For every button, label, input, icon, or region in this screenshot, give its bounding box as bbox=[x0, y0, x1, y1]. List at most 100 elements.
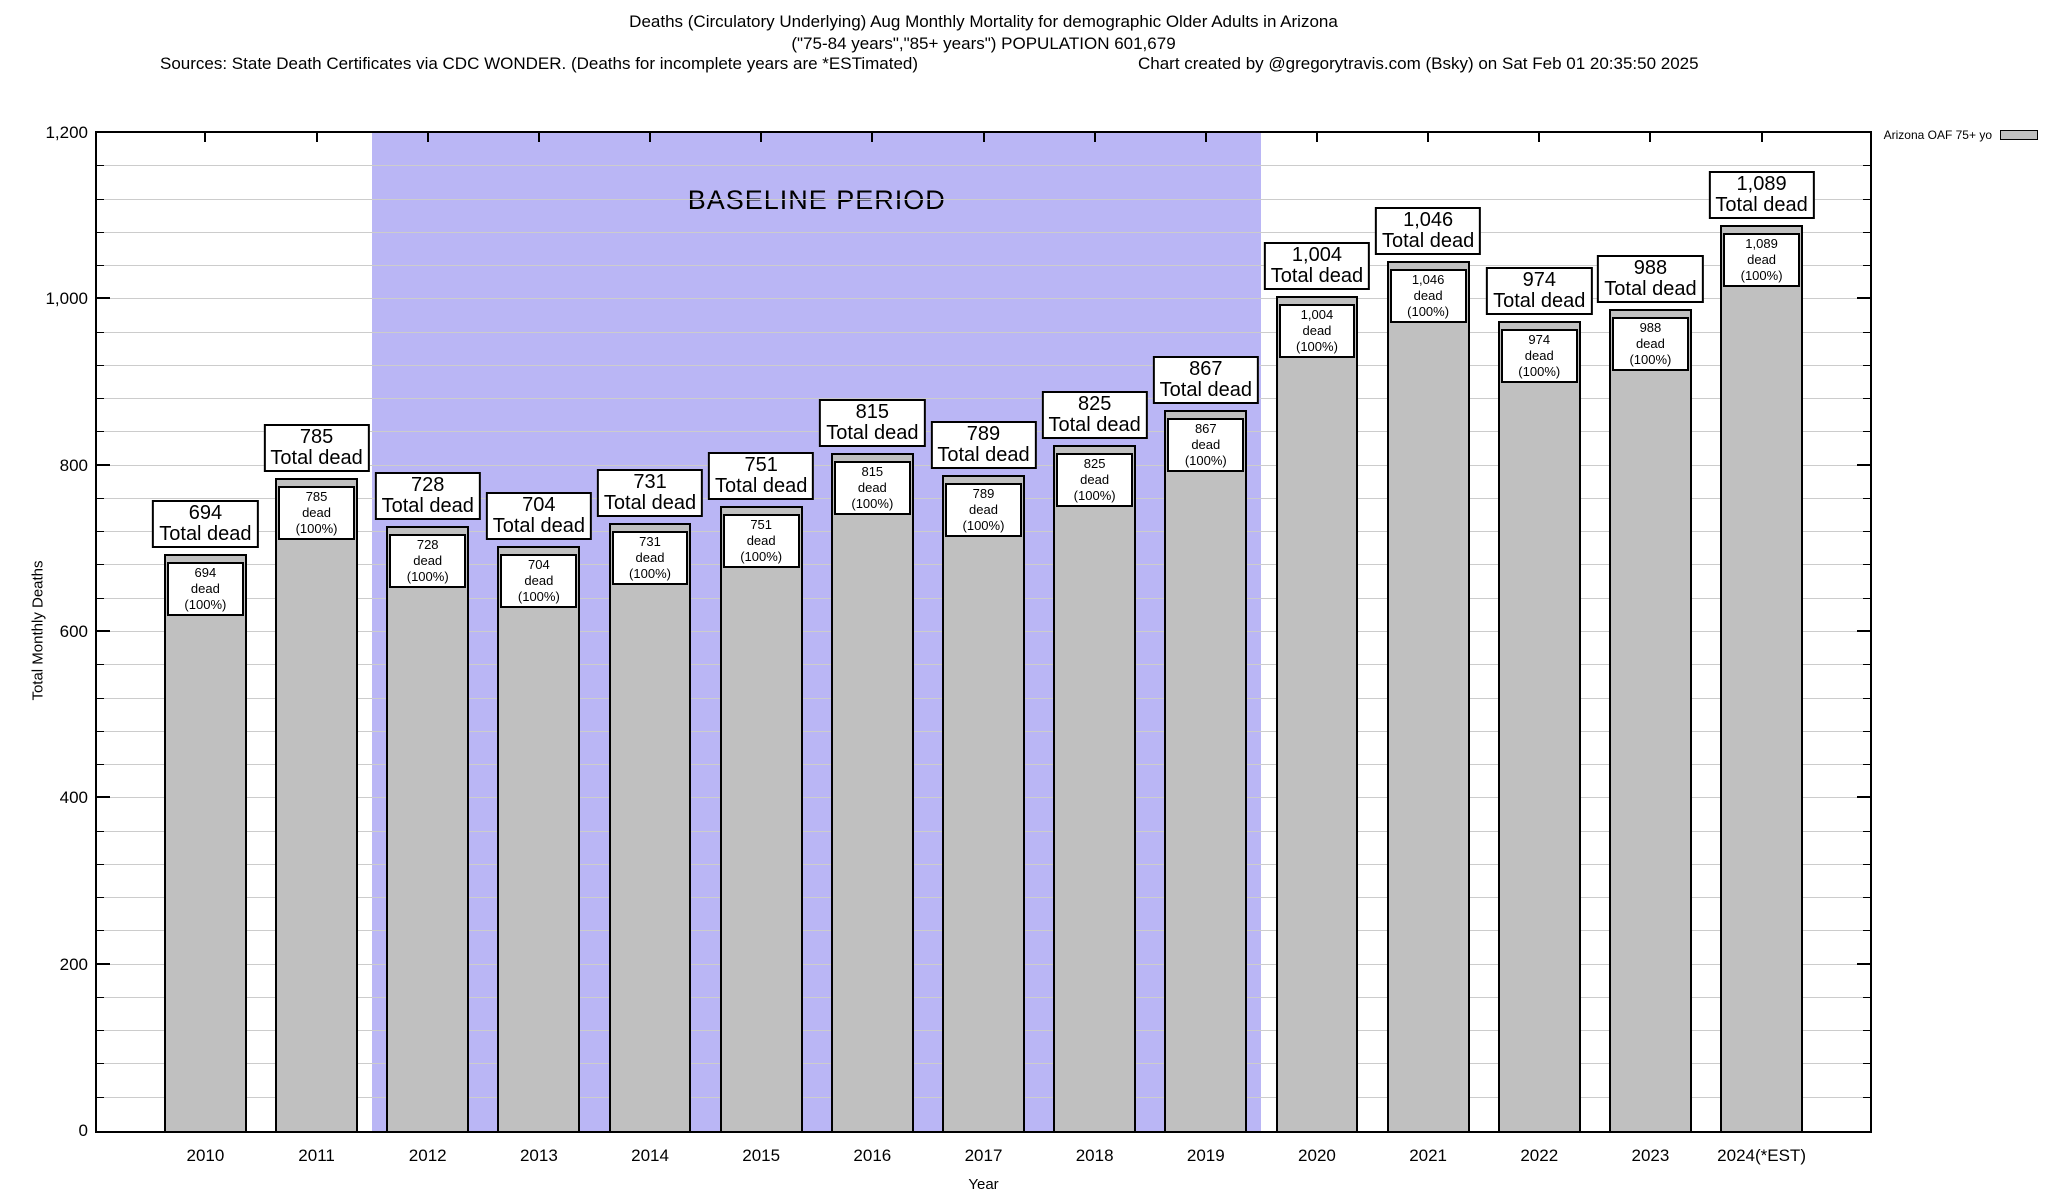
bar-2021: 1,046 dead (100%) bbox=[1386, 261, 1470, 1131]
y-major-tick bbox=[97, 463, 110, 466]
bar-inner-label: 704 dead (100%) bbox=[500, 553, 578, 608]
y-minor-tick bbox=[1863, 331, 1870, 333]
x-top-tick bbox=[760, 133, 763, 142]
y-minor-tick bbox=[1863, 497, 1870, 499]
y-tick-label: 600 bbox=[59, 622, 88, 641]
bar-inner-label: 1,089 dead (100%) bbox=[1723, 233, 1801, 288]
y-minor-tick bbox=[97, 863, 104, 865]
bar-inner-label: 1,046 dead (100%) bbox=[1389, 269, 1467, 324]
y-major-tick bbox=[1857, 463, 1870, 466]
bar-total-label: 815 Total dead bbox=[819, 399, 926, 448]
bar-total-label: 785 Total dead bbox=[263, 424, 370, 473]
y-minor-tick bbox=[97, 1030, 104, 1032]
x-top-tick bbox=[1093, 133, 1096, 142]
bar-inner-label: 815 dead (100%) bbox=[833, 461, 911, 516]
y-minor-tick bbox=[1863, 730, 1870, 732]
bar-inner-label: 728 dead (100%) bbox=[389, 533, 467, 588]
gridline bbox=[97, 331, 1870, 333]
y-minor-tick bbox=[97, 897, 104, 899]
bar-total-label: 731 Total dead bbox=[596, 469, 704, 518]
legend-swatch-icon bbox=[2000, 130, 2038, 140]
y-tick-label: 800 bbox=[59, 455, 88, 475]
bar-inner-label: 789 dead (100%) bbox=[945, 482, 1022, 537]
y-minor-tick bbox=[97, 331, 104, 333]
y-major-tick bbox=[1857, 962, 1870, 965]
sources-note: Sources: State Death Certificates via CD… bbox=[160, 54, 919, 73]
y-minor-tick bbox=[97, 364, 104, 366]
y-minor-tick bbox=[97, 1096, 104, 1098]
y-minor-tick bbox=[1863, 764, 1870, 766]
gridline bbox=[97, 198, 1870, 200]
bar-2022: 974 dead (100%) bbox=[1497, 320, 1581, 1131]
x-tick-label: 2013 bbox=[519, 1146, 558, 1165]
gridline bbox=[97, 364, 1870, 366]
x-tick-label: 2023 bbox=[1631, 1146, 1670, 1165]
y-major-tick bbox=[97, 630, 110, 632]
y-tick-label: 400 bbox=[59, 788, 88, 808]
x-tick-label: 2019 bbox=[1186, 1146, 1225, 1165]
y-minor-tick bbox=[97, 996, 104, 998]
y-minor-tick bbox=[97, 564, 104, 566]
x-top-tick bbox=[982, 133, 985, 142]
y-minor-tick bbox=[97, 597, 104, 599]
y-major-tick bbox=[1857, 796, 1870, 799]
gridline bbox=[97, 398, 1870, 400]
legend: Arizona OAF 75+ yo bbox=[1884, 128, 2038, 142]
y-minor-tick bbox=[1863, 863, 1870, 865]
bar-2015: 751 dead (100%) bbox=[719, 506, 803, 1131]
bar-inner-label: 731 dead (100%) bbox=[611, 531, 689, 586]
bar-2018: 825 dead (100%) bbox=[1053, 444, 1137, 1131]
x-tick-label: 2022 bbox=[1520, 1146, 1559, 1165]
y-minor-tick bbox=[97, 265, 104, 267]
y-minor-tick bbox=[1863, 1096, 1870, 1098]
x-top-tick bbox=[1427, 133, 1430, 142]
y-minor-tick bbox=[1863, 198, 1870, 200]
gridline bbox=[97, 298, 1870, 300]
bar-2011: 785 dead (100%) bbox=[275, 478, 358, 1131]
y-minor-tick bbox=[97, 1063, 104, 1065]
y-major-tick bbox=[1857, 297, 1870, 300]
x-top-tick bbox=[537, 133, 540, 142]
bar-2012: 728 dead (100%) bbox=[386, 525, 470, 1131]
x-top-tick bbox=[315, 133, 318, 142]
x-tick-label: 2015 bbox=[742, 1146, 781, 1165]
y-tick-label: 1,000 bbox=[45, 289, 88, 309]
bar-inner-label: 1,004 dead (100%) bbox=[1278, 304, 1356, 359]
bar-total-label: 1,089 Total dead bbox=[1708, 171, 1815, 220]
y-minor-tick bbox=[97, 531, 104, 533]
bar-2010: 694 dead (100%) bbox=[163, 553, 247, 1131]
chart-subtitle: ("75-84 years","85+ years") POPULATION 6… bbox=[791, 34, 1176, 53]
bar-total-label: 694 Total dead bbox=[152, 499, 259, 548]
y-minor-tick bbox=[97, 497, 104, 499]
y-major-tick bbox=[97, 962, 110, 965]
bar-total-label: 789 Total dead bbox=[930, 420, 1037, 469]
y-tick-label: 200 bbox=[59, 954, 88, 974]
y-minor-tick bbox=[1863, 1030, 1870, 1032]
y-minor-tick bbox=[97, 830, 104, 832]
y-minor-tick bbox=[97, 398, 104, 400]
x-top-tick bbox=[1538, 133, 1541, 142]
bar-inner-label: 867 dead (100%) bbox=[1167, 417, 1245, 472]
credit-note: Chart created by @gregorytravis.com (Bsk… bbox=[1138, 54, 1699, 73]
y-minor-tick bbox=[97, 231, 104, 233]
y-minor-tick bbox=[1863, 697, 1870, 699]
x-tick-label: 2012 bbox=[408, 1146, 447, 1165]
bar-inner-label: 974 dead (100%) bbox=[1500, 328, 1578, 383]
bar-2013: 704 dead (100%) bbox=[497, 545, 581, 1131]
y-minor-tick bbox=[1863, 930, 1870, 932]
bar-total-label: 988 Total dead bbox=[1597, 255, 1704, 304]
y-tick-label: 0 bbox=[78, 1121, 88, 1140]
x-tick-label: 2017 bbox=[964, 1146, 1003, 1165]
x-top-tick bbox=[426, 133, 429, 142]
y-minor-tick bbox=[1863, 664, 1870, 666]
x-top-tick bbox=[1315, 133, 1318, 142]
bar-inner-label: 988 dead (100%) bbox=[1611, 317, 1689, 372]
x-tick-label: 2011 bbox=[298, 1146, 335, 1165]
gridline bbox=[97, 231, 1870, 233]
y-minor-tick bbox=[97, 764, 104, 766]
bar-total-label: 728 Total dead bbox=[374, 471, 481, 520]
x-top-tick bbox=[1760, 133, 1763, 142]
bar-inner-label: 751 dead (100%) bbox=[722, 514, 800, 569]
x-tick-label: 2018 bbox=[1075, 1146, 1114, 1165]
